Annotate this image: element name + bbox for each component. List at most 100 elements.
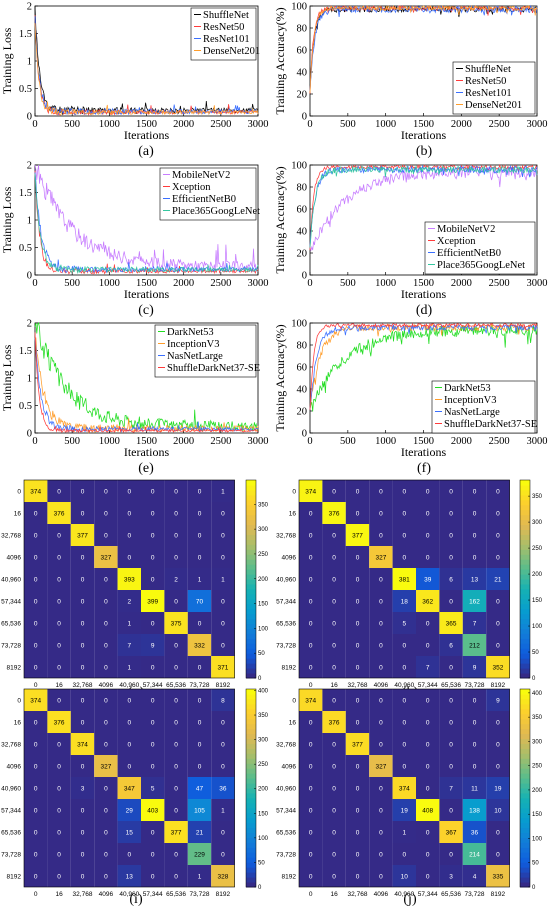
cell-value: 0	[449, 488, 453, 495]
heatmap-cell	[439, 843, 463, 865]
cell-value: 3	[81, 785, 85, 792]
cell-value: 0	[174, 532, 178, 539]
cell-value: 0	[174, 598, 178, 605]
heatmap-cell	[117, 568, 141, 590]
y-tick-label: 2	[27, 161, 32, 172]
heatmap-cell	[486, 711, 510, 733]
panel-label: (b)	[416, 144, 433, 159]
heatmap-cell	[24, 590, 48, 612]
cell-value: 0	[496, 829, 500, 836]
colorbar-segment	[520, 529, 530, 535]
colorbar-tick-label: 350	[532, 494, 543, 500]
colorbar-segment	[520, 569, 530, 575]
legend-entry: Place365GoogLeNet	[437, 260, 525, 271]
cell-value: 13	[126, 873, 134, 880]
heatmap-cell	[345, 524, 370, 546]
cell-value: 0	[174, 719, 178, 726]
heatmap-cell	[416, 590, 440, 612]
cell-value: 0	[104, 829, 108, 836]
cell-value: 328	[217, 873, 228, 880]
cell-value: 0	[151, 664, 155, 671]
colorbar-segment	[246, 603, 256, 610]
y-axis-label: Training Loss	[0, 186, 14, 253]
colorbar-segment	[246, 648, 256, 654]
heatmap-cell	[462, 656, 487, 678]
cell-value: 7	[127, 642, 131, 649]
x-tick-label: 2500	[210, 278, 231, 289]
cell-value: 0	[81, 620, 85, 627]
colorbar-segment	[520, 817, 530, 824]
heatmap-cell	[70, 821, 95, 843]
cell-value: 0	[426, 719, 430, 726]
colorbar-segment	[246, 728, 256, 735]
heatmap-cell	[369, 590, 393, 612]
x-axis-label: Iterations	[124, 287, 170, 301]
colorbar-segment	[246, 783, 256, 789]
colorbar-segment	[246, 792, 256, 799]
heatmap-cell	[47, 480, 71, 502]
cell-value: 0	[81, 488, 85, 495]
cell-value: 0	[473, 488, 477, 495]
colorbar-tick-label: 100	[532, 836, 543, 842]
heatmap-cell	[345, 568, 370, 590]
cell-value: 0	[151, 554, 155, 561]
cell-value: 0	[332, 763, 336, 770]
cell-value: 0	[34, 532, 38, 539]
cell-value: 0	[81, 554, 85, 561]
row-label: 16	[14, 510, 22, 517]
cell-value: 0	[104, 664, 108, 671]
y-tick-label: 2	[27, 319, 32, 330]
cell-value: 0	[332, 554, 336, 561]
heatmap-cell	[164, 590, 188, 612]
heatmap-cell	[211, 480, 235, 502]
colorbar-segment	[246, 529, 256, 535]
colorbar-segment	[246, 708, 256, 715]
heatmap-cell	[141, 821, 165, 843]
heatmap-cell	[369, 634, 393, 656]
y-tick-label: 60	[297, 205, 308, 216]
heatmap-cell	[24, 524, 48, 546]
x-tick-label: 3000	[527, 436, 548, 447]
row-label: 40,960	[276, 576, 296, 583]
heatmap-cell	[299, 755, 323, 777]
heatmap-cell	[369, 711, 393, 733]
row-label: 73,728	[1, 642, 21, 649]
cell-value: 0	[104, 741, 108, 748]
heatmap-cell	[322, 821, 346, 843]
cell-value: 7	[473, 620, 477, 627]
heatmap-cell	[462, 711, 487, 733]
heatmap-cell	[211, 524, 235, 546]
column-label: 32,768	[73, 891, 93, 898]
colorbar-segment	[246, 753, 256, 759]
heatmap-cell	[187, 656, 212, 678]
row-label: 8192	[7, 664, 22, 671]
colorbar-segment	[246, 773, 256, 779]
y-axis-label: Training Accuracy(%)	[273, 324, 287, 431]
heatmap-cell	[117, 777, 141, 799]
heatmap-cell	[141, 568, 165, 590]
legend-entry: DenseNet201	[203, 46, 260, 57]
heatmap-cell	[94, 634, 118, 656]
colorbar-tick-label: 50	[258, 860, 265, 866]
heatmap-cell	[70, 568, 95, 590]
colorbar-tick-label: 400	[258, 688, 269, 694]
cell-value: 0	[402, 741, 406, 748]
heatmap-cell	[164, 799, 188, 821]
colorbar-segment	[520, 534, 530, 540]
heatmap-cell	[299, 689, 323, 711]
heatmap-cell	[416, 502, 440, 524]
colorbar-segment	[520, 689, 530, 695]
heatmap-cell	[462, 821, 487, 843]
cell-value: 0	[356, 807, 360, 814]
heatmap-cell	[187, 546, 212, 568]
heatmap-cell	[94, 502, 118, 524]
cell-value: 0	[174, 642, 178, 649]
cell-value: 0	[473, 532, 477, 539]
panel-label: (j)	[403, 892, 417, 907]
heatmap-cell	[187, 524, 212, 546]
x-tick-label: 1000	[375, 278, 396, 289]
heatmap-cell	[462, 865, 487, 887]
y-tick-label: 1.5	[19, 346, 32, 357]
x-tick-label: 1000	[99, 119, 120, 130]
colorbar-segment	[246, 653, 256, 659]
